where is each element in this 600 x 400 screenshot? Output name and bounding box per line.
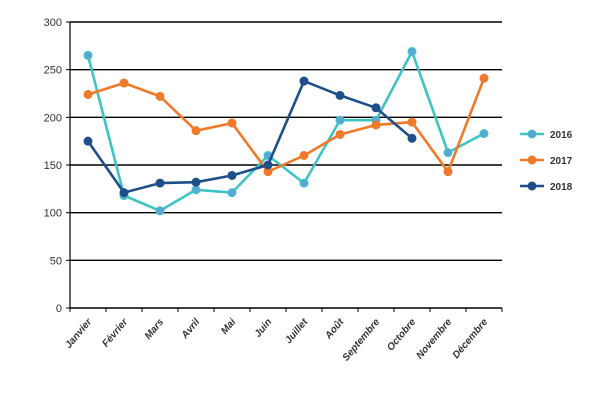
series-line-2017 (87, 77, 486, 173)
y-tick-label: 100 (44, 208, 62, 220)
data-point (191, 126, 201, 136)
legend-marker (527, 155, 537, 165)
data-point (155, 178, 165, 188)
x-tick-label: Août (323, 316, 347, 342)
x-tick-label: Septembre (341, 317, 383, 364)
data-point (263, 160, 273, 170)
x-tick-label: Juillet (283, 316, 310, 346)
data-point (119, 188, 129, 198)
x-tick-label: Décembre (451, 317, 491, 361)
data-point (443, 167, 453, 177)
x-tick-label: Mars (143, 317, 167, 342)
data-point (407, 117, 417, 127)
legend-item-2017: 2017 (520, 155, 573, 167)
x-tick-label: Janvier (63, 316, 95, 351)
y-tick-label: 200 (44, 112, 62, 124)
series-2016 (83, 47, 489, 216)
gridlines (70, 21, 502, 262)
data-point (443, 148, 453, 158)
data-point (191, 185, 201, 195)
legend-label: 2016 (550, 130, 573, 141)
data-point (335, 90, 345, 100)
y-tick-label: 150 (44, 160, 62, 172)
series-2017 (83, 73, 489, 177)
legend: 2016 2017 2018 (520, 129, 573, 193)
y-tick-label: 250 (44, 65, 62, 77)
data-point (191, 177, 201, 187)
data-point (299, 178, 309, 188)
legend-marker (527, 181, 537, 191)
y-tick-label: 50 (50, 255, 62, 267)
data-point (227, 188, 237, 198)
x-tick-label: Mai (219, 317, 238, 337)
data-point (299, 76, 309, 86)
data-point (155, 91, 165, 101)
axes (66, 21, 503, 312)
x-tick-label: Avril (179, 317, 203, 342)
data-point (371, 120, 381, 130)
data-point (335, 129, 345, 139)
x-tick-label: Octobre (385, 317, 418, 354)
x-tick-label: Février (100, 316, 131, 349)
data-point (155, 206, 165, 216)
series (83, 47, 489, 216)
data-point (479, 73, 489, 83)
data-point (227, 170, 237, 180)
x-tick-label: Juin (253, 317, 275, 340)
data-point (83, 89, 93, 99)
data-point (335, 115, 345, 125)
data-point (119, 78, 129, 88)
data-point (83, 50, 93, 60)
data-point (83, 136, 93, 146)
y-tick-label: 300 (44, 17, 62, 29)
data-point (407, 133, 417, 143)
data-point (479, 129, 489, 139)
series-2018 (83, 76, 417, 198)
data-point (227, 118, 237, 128)
x-tick-labels: Janvier Février Mars Avril Mai Juin Juillet Aoû… (63, 316, 490, 364)
x-tick-label: Novembre (414, 317, 454, 362)
legend-item-2016: 2016 (520, 129, 573, 141)
legend-label: 2018 (550, 182, 573, 193)
legend-item-2018: 2018 (520, 181, 573, 193)
series-line-2016 (86, 50, 485, 213)
y-tick-label: 0 (56, 303, 62, 315)
legend-marker (527, 129, 537, 139)
y-tick-labels: 0 50 100 150 200 250 300 (44, 17, 62, 315)
series-line-2018 (86, 79, 413, 194)
legend-label: 2017 (550, 156, 573, 167)
data-point (371, 103, 381, 113)
data-point (407, 47, 417, 57)
data-point (299, 150, 309, 160)
